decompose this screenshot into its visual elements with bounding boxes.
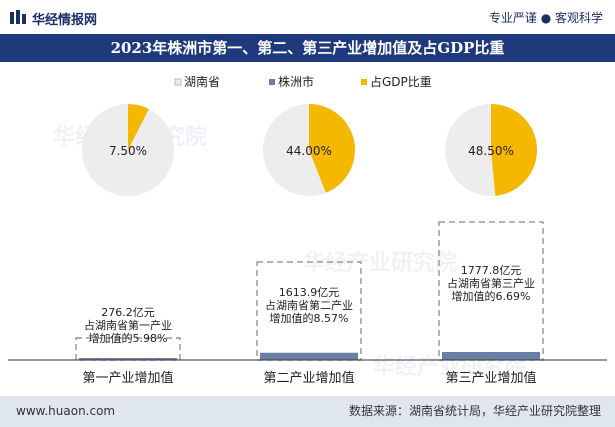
hunan-box-1 bbox=[75, 337, 181, 361]
bar-zhuzhou-1 bbox=[79, 358, 177, 360]
annotation-1-line-2: 占湖南省第一产业 bbox=[84, 318, 172, 332]
legend-label-1: 湖南省 bbox=[184, 74, 220, 89]
top-bar: 华经情报网 专业严谨 ● 客观科学 bbox=[0, 0, 615, 34]
annotation-2-line-3: 增加值的8.57% bbox=[270, 311, 349, 325]
annotation-1-line-3: 增加值的5.98% bbox=[89, 331, 168, 345]
pie-label-1: 7.50% bbox=[109, 144, 147, 158]
annotation-3-line-3: 增加值的6.69% bbox=[452, 289, 531, 303]
annotation-2-line-2: 占湖南省第二产业 bbox=[265, 298, 353, 312]
annotation-3-line-2: 占湖南省第三产业 bbox=[447, 276, 535, 290]
chart-area: 华经产业研究院华经产业研究院华经产业研究院湖南省株洲市占GDP比重7.50%44… bbox=[8, 74, 607, 386]
footer-source: 数据来源：湖南省统计局，华经产业研究院整理 bbox=[348, 404, 601, 418]
legend-swatch-2 bbox=[269, 79, 275, 85]
pie-label-3: 48.50% bbox=[468, 144, 514, 158]
logo-text: 华经情报网 bbox=[32, 13, 98, 28]
legend-label-2: 株洲市 bbox=[278, 74, 314, 89]
legend-swatch-1 bbox=[174, 78, 182, 86]
x-tick-label-3: 第三产业增加值 bbox=[445, 370, 536, 386]
bar-zhuzhou-3 bbox=[442, 352, 540, 360]
pie-slice-1 bbox=[128, 104, 149, 150]
pie-slice-3 bbox=[491, 104, 538, 196]
footer-url[interactable]: www.huaon.com bbox=[16, 404, 116, 418]
x-tick-label-2: 第二产业增加值 bbox=[263, 370, 354, 386]
pie-slice-2 bbox=[309, 104, 355, 193]
watermark-2: 华经产业研究院 bbox=[303, 250, 457, 276]
pie-label-2: 44.00% bbox=[286, 144, 332, 158]
x-tick-label-1: 第一产业增加值 bbox=[82, 370, 173, 386]
bar-logo-icon bbox=[10, 10, 26, 24]
annotation-1-line-1: 276.2亿元 bbox=[101, 306, 155, 319]
annotation-3-line-1: 1777.8亿元 bbox=[461, 264, 522, 277]
slogan: 专业严谨 ● 客观科学 bbox=[488, 11, 603, 25]
legend-swatch-3 bbox=[361, 79, 367, 85]
chart-title: 2023年株洲市第一、第二、第三产业增加值及占GDP比重 bbox=[0, 34, 615, 62]
bar-zhuzhou-2 bbox=[260, 352, 358, 360]
annotation-2-line-1: 1613.9亿元 bbox=[279, 286, 340, 299]
footer: www.huaon.com 数据来源：湖南省统计局，华经产业研究院整理 bbox=[0, 396, 615, 427]
legend-label-3: 占GDP比重 bbox=[370, 74, 432, 89]
